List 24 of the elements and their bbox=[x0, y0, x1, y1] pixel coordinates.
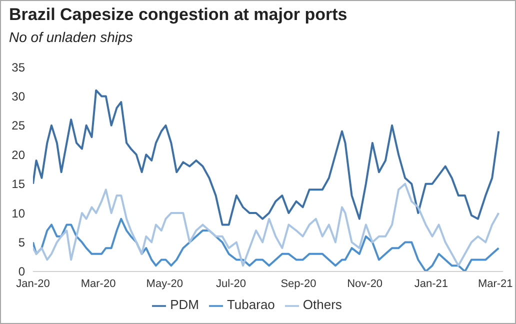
y-tick-label: 20 bbox=[12, 148, 26, 162]
y-tick-label: 35 bbox=[12, 60, 26, 74]
x-tick-label: Jan-20 bbox=[16, 278, 50, 290]
x-tick-label: Sep-20 bbox=[280, 278, 316, 290]
y-tick-label: 15 bbox=[12, 177, 26, 192]
y-tick-label: 0 bbox=[18, 264, 26, 279]
line-series bbox=[33, 182, 500, 267]
x-tick-label: Nov-20 bbox=[347, 278, 383, 290]
y-tick-label: 25 bbox=[12, 118, 26, 133]
legend-label: PDM bbox=[170, 297, 199, 312]
line-series bbox=[33, 89, 500, 226]
x-tick-label: Mar-21 bbox=[478, 278, 513, 290]
x-tick-label: Jan-21 bbox=[414, 278, 448, 290]
x-tick-label: Mar-20 bbox=[80, 278, 116, 290]
legend-label: Others bbox=[302, 297, 342, 312]
chart-title: Brazil Capesize congestion at major ports bbox=[9, 5, 348, 25]
legend-label: Tubarao bbox=[226, 297, 275, 312]
x-tick-label: Jul-20 bbox=[216, 278, 246, 290]
line-series bbox=[33, 218, 500, 272]
y-tick-label: 5 bbox=[18, 235, 26, 250]
y-tick-label: 10 bbox=[12, 206, 26, 220]
y-tick-label: 30 bbox=[12, 89, 26, 104]
x-tick-label: May-20 bbox=[146, 278, 183, 290]
chart-subtitle: No of unladen ships bbox=[9, 29, 133, 45]
